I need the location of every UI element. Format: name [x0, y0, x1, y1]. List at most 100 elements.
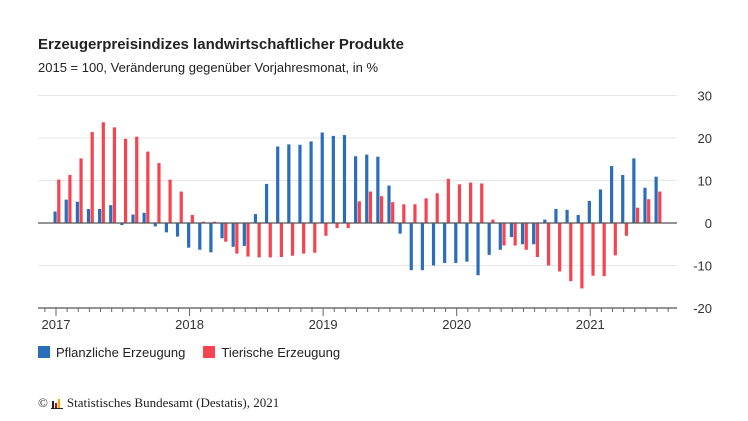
x-tick-label: 2019	[309, 317, 338, 332]
bar-pflanzlich	[654, 176, 658, 223]
legend-swatch	[203, 346, 216, 358]
bar-tierisch	[513, 223, 517, 246]
bar-pflanzlich	[398, 223, 402, 234]
bar-chart: 30 20 10 0 -10 -20 2017 2018 2019 2020 2021	[38, 89, 712, 332]
x-tick-label: 2020	[442, 317, 471, 332]
bar-tierisch	[569, 223, 573, 282]
chart-title: Erzeugerpreisindizes landwirtschaftliche…	[38, 36, 404, 53]
bar-pflanzlich	[487, 223, 491, 255]
bar-pflanzlich	[175, 223, 180, 237]
bar-tierisch	[246, 223, 250, 257]
bar-tierisch	[535, 223, 539, 257]
bar-pflanzlich	[298, 144, 302, 223]
bar-pflanzlich	[131, 214, 135, 223]
bar-tierisch	[647, 199, 651, 223]
bar-tierisch	[313, 223, 317, 253]
legend: Pflanzliche Erzeugung Tierische Erzeugun…	[38, 345, 340, 360]
copyright-symbol: ©	[38, 395, 48, 410]
bar-pflanzlich	[554, 208, 558, 223]
chart-subtitle: 2015 = 100, Veränderung gegenüber Vorjah…	[38, 60, 379, 75]
bar-pflanzlich	[621, 174, 625, 223]
bar-pflanzlich	[231, 223, 235, 247]
bar-pflanzlich	[565, 209, 569, 223]
bar-tierisch	[424, 198, 428, 223]
bar-tierisch	[201, 221, 206, 223]
source-text: Statistisches Bundesamt (Destatis), 2021	[66, 395, 280, 410]
bar-tierisch	[635, 207, 640, 223]
bar-pflanzlich	[610, 166, 614, 223]
bar-tierisch	[413, 204, 417, 223]
bar-pflanzlich	[253, 214, 258, 223]
bar-pflanzlich	[454, 223, 458, 263]
bar-tierisch	[357, 201, 361, 223]
bar-pflanzlich	[376, 156, 380, 223]
bar-pflanzlich	[64, 199, 68, 223]
bar-tierisch	[268, 223, 272, 258]
bar-pflanzlich	[543, 219, 547, 223]
bar-tierisch	[613, 223, 617, 256]
x-tick-label: 2018	[175, 317, 204, 332]
destatis-logo-icon	[50, 398, 63, 409]
bar-pflanzlich	[509, 223, 514, 238]
bar-pflanzlich	[365, 154, 369, 223]
bar-pflanzlich	[387, 185, 391, 223]
bar-tierisch	[591, 223, 595, 276]
y-tick-label: 10	[698, 174, 712, 189]
bar-tierisch	[435, 193, 439, 223]
bar-tierisch	[146, 151, 150, 223]
bar-pflanzlich	[409, 223, 413, 271]
bar-pflanzlich	[264, 183, 269, 223]
bar-pflanzlich	[86, 208, 91, 223]
bar-tierisch	[112, 127, 117, 223]
bar-pflanzlich	[420, 223, 424, 271]
bar-pflanzlich	[331, 135, 335, 223]
source-note: © Statistisches Bundesamt (Destatis), 20…	[38, 395, 279, 411]
bar-pflanzlich	[520, 223, 525, 245]
bar-tierisch	[324, 223, 328, 236]
bar-tierisch	[624, 223, 629, 236]
y-tick-label: -10	[693, 259, 712, 274]
bar-pflanzlich	[598, 189, 603, 223]
bar-pflanzlich	[276, 146, 280, 223]
bar-tierisch	[90, 132, 94, 223]
legend-label: Tierische Erzeugung	[221, 345, 341, 360]
bar-pflanzlich	[320, 132, 324, 223]
bar-tierisch	[546, 223, 551, 266]
bar-tierisch	[580, 223, 584, 289]
bar-pflanzlich	[632, 158, 636, 223]
bar-tierisch	[302, 223, 306, 254]
bar-tierisch	[602, 223, 606, 277]
bar-tierisch	[168, 179, 172, 223]
bar-tierisch	[335, 223, 339, 229]
bar-tierisch	[279, 223, 283, 257]
bar-tierisch	[101, 122, 105, 223]
bar-pflanzlich	[109, 205, 113, 223]
bar-tierisch	[213, 221, 217, 223]
legend-item-tierisch[interactable]: Tierische Erzeugung	[203, 345, 340, 360]
bar-pflanzlich	[309, 141, 313, 223]
bar-tierisch	[257, 223, 261, 258]
bar-tierisch	[157, 163, 161, 223]
bar-tierisch	[491, 219, 495, 223]
bar-pflanzlich	[98, 208, 102, 223]
legend-label: Pflanzliche Erzeugung	[56, 345, 186, 360]
bar-tierisch	[57, 179, 61, 223]
bar-pflanzlich	[287, 144, 291, 223]
bar-pflanzlich	[431, 223, 436, 266]
bar-tierisch	[558, 223, 562, 272]
y-tick-label: 0	[705, 216, 712, 231]
bar-tierisch	[391, 202, 395, 223]
legend-item-pflanzlich[interactable]: Pflanzliche Erzeugung	[38, 345, 185, 360]
bar-tierisch	[135, 136, 139, 223]
y-tick-label: 30	[698, 89, 712, 104]
bar-tierisch	[79, 158, 83, 223]
bar-tierisch	[123, 138, 128, 223]
bar-pflanzlich	[242, 223, 246, 246]
bar-tierisch	[68, 174, 72, 223]
bar-tierisch	[469, 182, 473, 223]
bar-pflanzlich	[498, 223, 502, 250]
y-tick-label: -20	[693, 301, 712, 316]
bar-tierisch	[457, 184, 462, 223]
x-tick-label: 2017	[42, 317, 71, 332]
bar-pflanzlich	[164, 223, 168, 233]
